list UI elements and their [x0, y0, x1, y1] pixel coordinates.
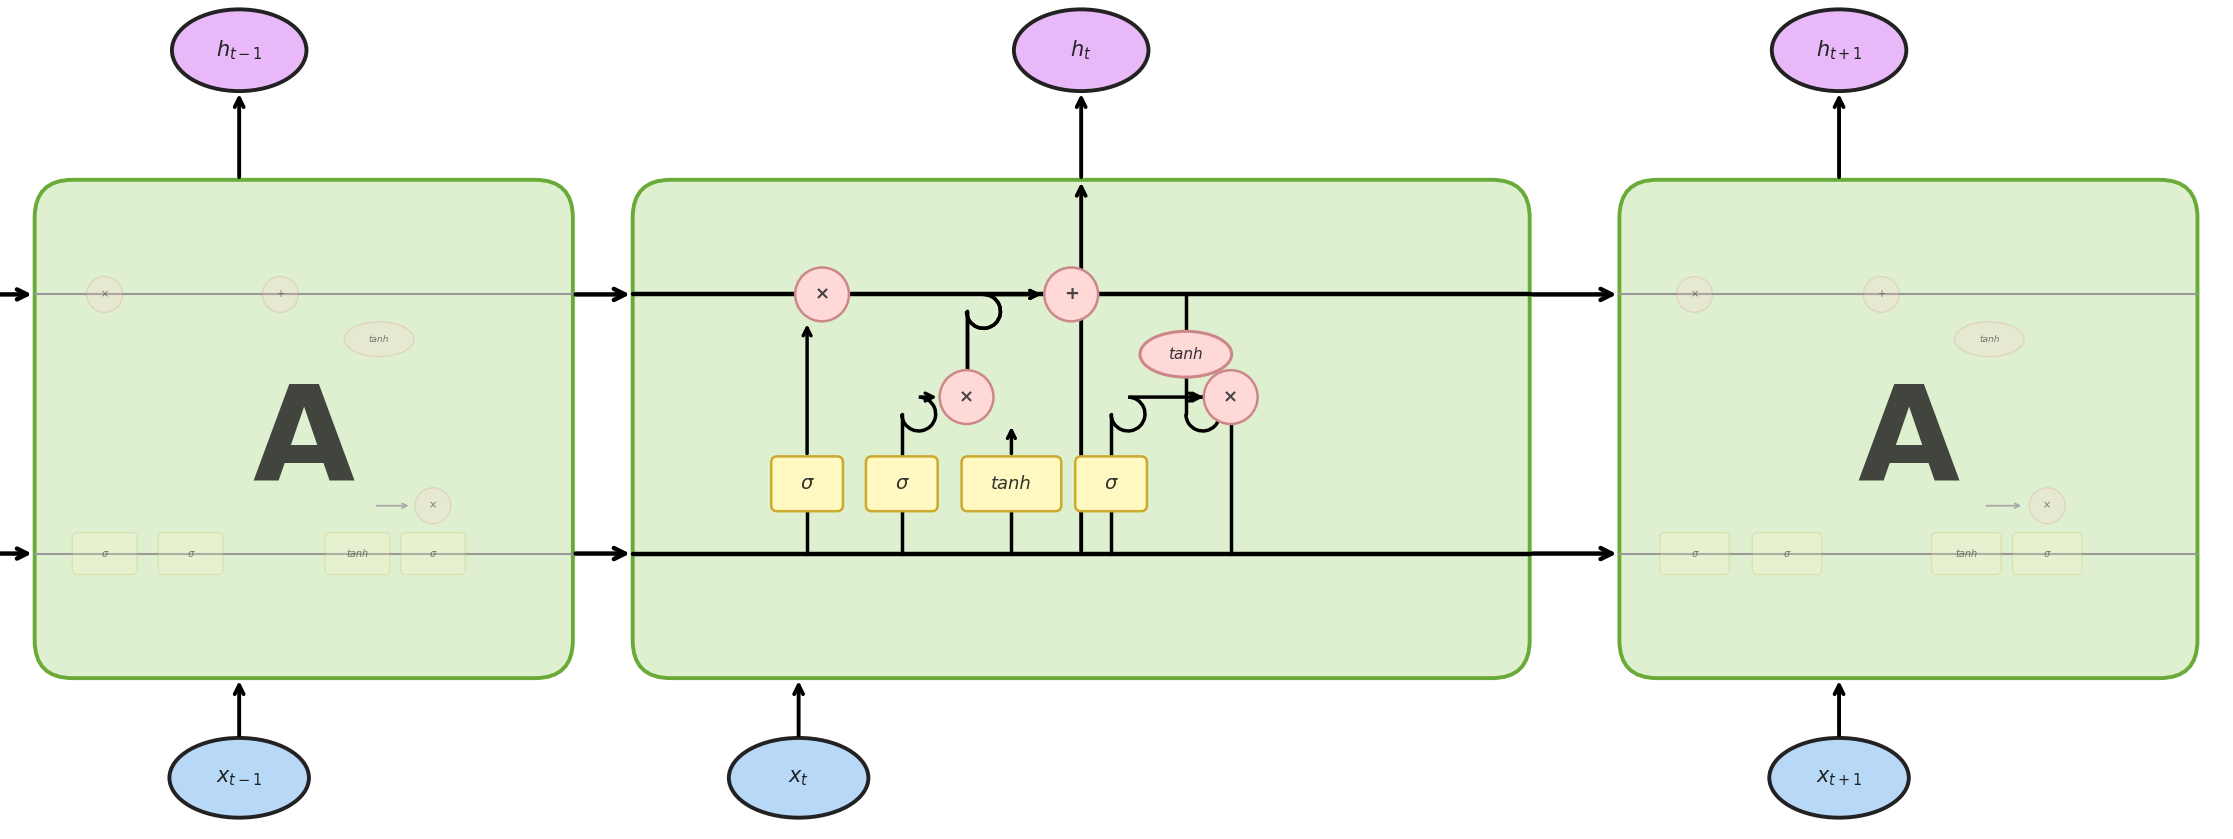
Text: +: +	[1878, 289, 1885, 300]
Text: σ: σ	[1105, 474, 1116, 493]
Text: σ: σ	[431, 549, 435, 559]
FancyBboxPatch shape	[400, 533, 464, 575]
FancyBboxPatch shape	[962, 456, 1061, 511]
Ellipse shape	[344, 322, 413, 357]
Text: ×: ×	[815, 285, 831, 304]
Text: ×: ×	[958, 388, 974, 406]
Text: ×: ×	[1224, 388, 1239, 406]
Ellipse shape	[728, 738, 869, 818]
Text: $x_t$: $x_t$	[788, 768, 808, 788]
Text: σ: σ	[1690, 549, 1697, 559]
Text: tanh: tanh	[368, 335, 389, 344]
Text: $h_{t+1}$: $h_{t+1}$	[1815, 39, 1862, 62]
Text: tanh: tanh	[991, 475, 1032, 492]
Ellipse shape	[1771, 9, 1907, 91]
Circle shape	[795, 268, 849, 321]
Text: $h_{t-1}$: $h_{t-1}$	[217, 39, 263, 62]
Circle shape	[1204, 370, 1257, 424]
Ellipse shape	[172, 9, 306, 91]
Circle shape	[1677, 277, 1713, 312]
Circle shape	[2030, 487, 2066, 524]
Text: σ: σ	[2043, 549, 2050, 559]
Text: ×: ×	[100, 289, 109, 300]
FancyBboxPatch shape	[866, 456, 938, 511]
Text: tanh: tanh	[1168, 347, 1204, 362]
FancyBboxPatch shape	[71, 533, 136, 575]
Text: ×: ×	[2043, 501, 2052, 511]
Text: A: A	[252, 380, 355, 508]
Circle shape	[1862, 277, 1900, 312]
Text: $x_{t-1}$: $x_{t-1}$	[217, 768, 263, 788]
Text: σ: σ	[188, 549, 194, 559]
Circle shape	[87, 277, 123, 312]
Ellipse shape	[1141, 331, 1233, 378]
Ellipse shape	[1954, 322, 2025, 357]
Text: tanh: tanh	[346, 549, 368, 559]
FancyBboxPatch shape	[770, 456, 844, 511]
FancyBboxPatch shape	[632, 180, 1530, 678]
Ellipse shape	[1769, 738, 1909, 818]
FancyBboxPatch shape	[1932, 533, 2001, 575]
Text: $x_{t+1}$: $x_{t+1}$	[1815, 768, 1862, 788]
Text: +: +	[277, 289, 284, 300]
Text: σ: σ	[895, 474, 909, 493]
Ellipse shape	[1014, 9, 1148, 91]
Text: ×: ×	[429, 501, 438, 511]
Circle shape	[940, 370, 994, 424]
Text: $h_t$: $h_t$	[1070, 39, 1092, 62]
FancyBboxPatch shape	[326, 533, 391, 575]
FancyBboxPatch shape	[1659, 533, 1728, 575]
Text: tanh: tanh	[1978, 335, 1999, 344]
Text: tanh: tanh	[1956, 549, 1976, 559]
Circle shape	[1045, 268, 1099, 321]
FancyBboxPatch shape	[1619, 180, 2197, 678]
Text: σ: σ	[1784, 549, 1791, 559]
Circle shape	[261, 277, 299, 312]
FancyBboxPatch shape	[159, 533, 223, 575]
FancyBboxPatch shape	[2012, 533, 2081, 575]
Text: +: +	[1063, 285, 1079, 304]
Text: σ: σ	[100, 549, 107, 559]
FancyBboxPatch shape	[1753, 533, 1822, 575]
Text: ×: ×	[1690, 289, 1699, 300]
FancyBboxPatch shape	[36, 180, 574, 678]
Text: A: A	[1858, 380, 1961, 508]
FancyBboxPatch shape	[1076, 456, 1148, 511]
Text: σ: σ	[802, 474, 813, 493]
Ellipse shape	[170, 738, 308, 818]
Circle shape	[415, 487, 451, 524]
